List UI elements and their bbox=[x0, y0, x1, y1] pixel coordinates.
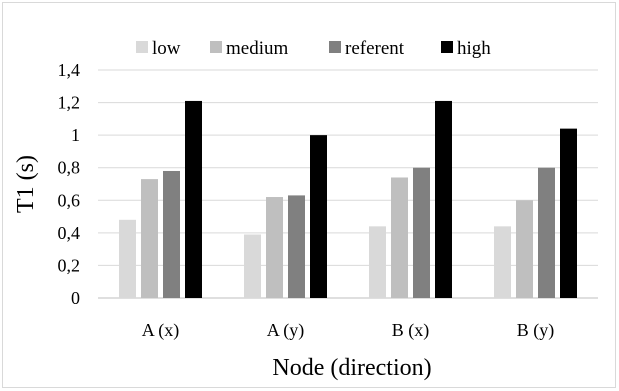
bar-referent bbox=[163, 170, 180, 298]
x-axis-title: Node (direction) bbox=[272, 355, 431, 381]
legend-swatch-referent bbox=[329, 41, 341, 53]
y-tick-label: 0 bbox=[71, 288, 80, 308]
bar-low bbox=[369, 226, 386, 298]
bar-medium bbox=[266, 197, 283, 298]
bar-referent bbox=[288, 195, 305, 298]
x-tick-label: B (y) bbox=[517, 320, 555, 341]
bar-high bbox=[435, 100, 452, 298]
y-tick-label: 1 bbox=[71, 125, 80, 145]
bar-high bbox=[560, 128, 577, 298]
bar-referent bbox=[413, 167, 430, 298]
y-tick-label: 0,2 bbox=[58, 255, 81, 275]
bar-high bbox=[185, 100, 202, 298]
gridlines bbox=[98, 69, 598, 299]
bar-medium bbox=[516, 200, 533, 298]
y-tick-label: 0,4 bbox=[58, 223, 81, 243]
chart-frame bbox=[2, 2, 616, 388]
y-tick-label: 1,4 bbox=[58, 60, 81, 80]
legend: low medium referent high bbox=[136, 38, 491, 59]
legend-label-low: low bbox=[152, 38, 181, 59]
bar-low bbox=[244, 234, 261, 298]
legend-label-high: high bbox=[457, 38, 491, 59]
bar-referent bbox=[538, 167, 555, 298]
x-tick-labels: A (x) A (y) B (x) B (y) bbox=[142, 320, 555, 341]
bar-medium bbox=[141, 179, 158, 298]
legend-swatch-low bbox=[136, 41, 148, 53]
x-tick-label: A (y) bbox=[267, 320, 305, 341]
y-tick-labels: 0 0,2 0,4 0,6 0,8 1 1,2 1,4 bbox=[58, 60, 81, 308]
legend-swatch-high bbox=[441, 41, 453, 53]
bar-high bbox=[310, 135, 327, 298]
y-tick-label: 1,2 bbox=[58, 93, 81, 113]
y-tick-label: 0,6 bbox=[58, 190, 81, 210]
x-tick-label: B (x) bbox=[392, 320, 430, 341]
legend-swatch-medium bbox=[210, 41, 222, 53]
bar-low bbox=[119, 219, 136, 298]
y-axis-title: T1 (s) bbox=[13, 155, 39, 213]
y-tick-label: 0,8 bbox=[58, 158, 81, 178]
bar-low bbox=[494, 226, 511, 298]
legend-label-referent: referent bbox=[345, 38, 405, 59]
bars bbox=[119, 100, 577, 298]
x-tick-label: A (x) bbox=[142, 320, 180, 341]
bar-medium bbox=[391, 177, 408, 298]
legend-label-medium: medium bbox=[226, 38, 288, 59]
